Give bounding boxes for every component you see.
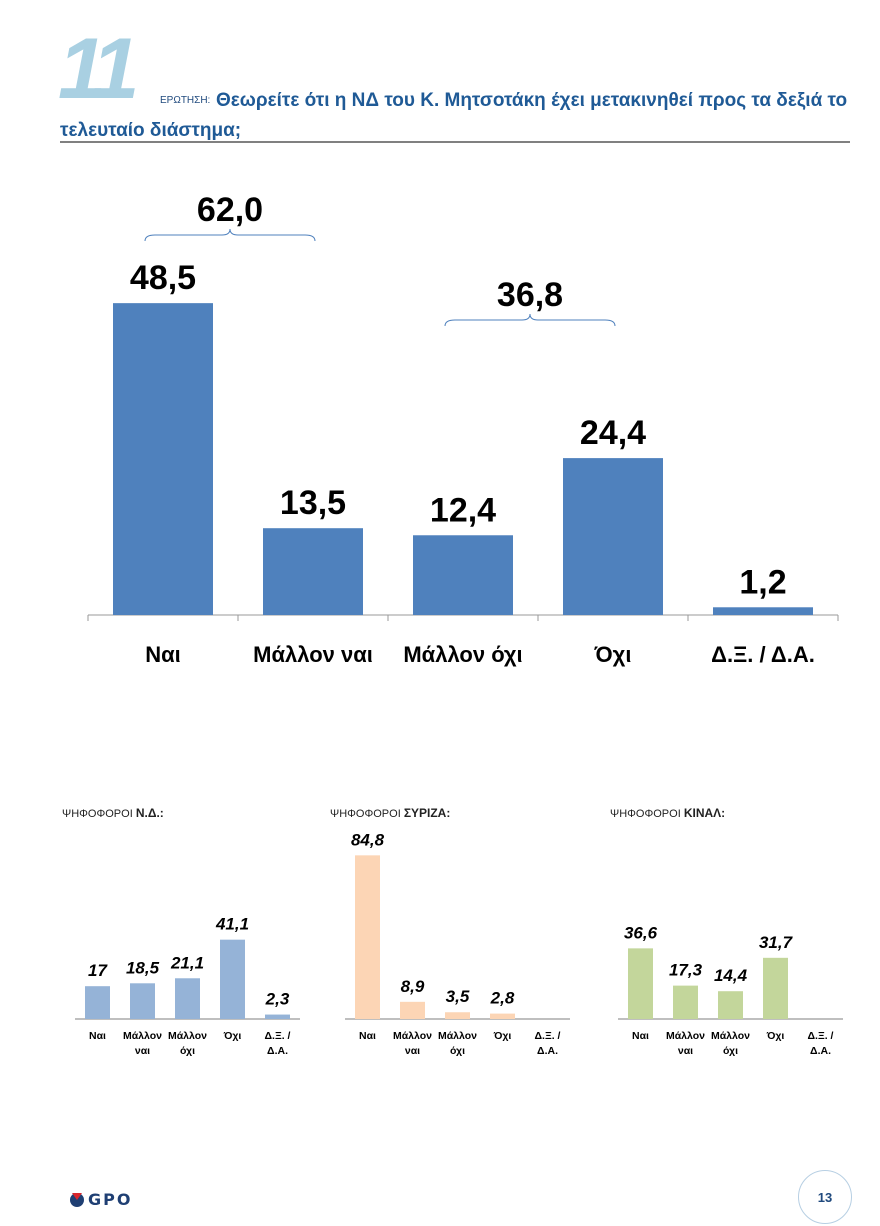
- bar: [265, 1014, 290, 1019]
- group-total-label: 62,0: [197, 191, 263, 229]
- data-label: 21,1: [170, 953, 204, 972]
- data-label: 14,4: [714, 966, 748, 985]
- title-prefix: ΨΗΦΟΦΟΡΟΙ: [62, 808, 133, 820]
- data-label: 41,1: [215, 915, 249, 934]
- data-label: 1,2: [739, 563, 786, 601]
- bar: [220, 939, 245, 1019]
- category-label: Μάλλον όχι: [403, 642, 522, 667]
- logo-text: GPO: [88, 1190, 133, 1209]
- logo-mark-icon: [70, 1192, 84, 1207]
- bar: [628, 948, 653, 1019]
- bar: [563, 458, 663, 615]
- bar: [763, 957, 788, 1019]
- data-label: 24,4: [580, 414, 646, 452]
- question-text: Θεωρείτε ότι η ΝΔ του Κ. Μητσοτάκη έχει …: [60, 90, 848, 141]
- category-label: Δ.Ξ. / Δ.Α.: [711, 642, 815, 667]
- category-label-line: Μάλλον: [168, 1030, 207, 1042]
- data-label: 31,7: [759, 933, 794, 952]
- data-label: 13,5: [280, 484, 346, 522]
- category-label-line: Δ.Ξ. /: [808, 1030, 834, 1042]
- group-brace: [144, 228, 316, 242]
- page-number: 13: [798, 1170, 852, 1224]
- category-label-line: Μάλλον: [711, 1030, 750, 1042]
- category-label-line: Όχι: [223, 1030, 242, 1042]
- category-label-line: Δ.Ξ. /: [265, 1030, 291, 1042]
- bar: [355, 855, 380, 1019]
- question-label: ΕΡΩΤΗΣΗ:: [160, 95, 211, 106]
- category-label-line: Δ.Ξ. /: [535, 1030, 561, 1042]
- title-prefix: ΨΗΦΟΦΟΡΟΙ: [330, 808, 401, 820]
- data-label: 84,8: [351, 830, 385, 849]
- bar: [263, 528, 363, 615]
- bar: [400, 1001, 425, 1019]
- category-label-line: Μάλλον: [666, 1030, 705, 1042]
- data-label: 3,5: [446, 987, 470, 1006]
- category-label: Ναι: [145, 642, 181, 667]
- category-label-line: Ναι: [632, 1030, 649, 1042]
- category-label-line: Μάλλον: [393, 1030, 432, 1042]
- group-brace: [444, 313, 616, 327]
- category-label-line: Ναι: [89, 1030, 106, 1042]
- bar: [713, 607, 813, 615]
- syriza-chart-title: ΨΗΦΟΦΟΡΟΙ ΣΥΡΙΖΑ:: [330, 806, 450, 820]
- bar: [445, 1012, 470, 1019]
- title-prefix: ΨΗΦΟΦΟΡΟΙ: [610, 808, 681, 820]
- data-label: 12,4: [430, 491, 496, 529]
- header-divider: [60, 141, 850, 143]
- data-label: 2,8: [490, 989, 515, 1008]
- data-label: 18,5: [126, 958, 160, 977]
- category-label-line: Όχι: [766, 1030, 785, 1042]
- bar: [175, 978, 200, 1019]
- category-label-line: όχι: [723, 1045, 738, 1057]
- data-label: 17,3: [669, 961, 703, 980]
- category-label-line: Δ.Α.: [810, 1045, 831, 1057]
- category-label-line: Όχι: [493, 1030, 512, 1042]
- nd-chart-title: ΨΗΦΟΦΟΡΟΙ Ν.Δ.:: [62, 806, 164, 820]
- bar: [413, 535, 513, 615]
- title-party: ΚΙΝΑΛ:: [683, 806, 726, 820]
- category-label-line: όχι: [180, 1045, 195, 1057]
- group-total-label: 36,8: [497, 276, 563, 314]
- title-party: ΣΥΡΙΖΑ:: [403, 806, 451, 820]
- title-party: Ν.Δ.:: [135, 806, 164, 820]
- category-label-line: Δ.Α.: [537, 1045, 558, 1057]
- category-label-line: όχι: [450, 1045, 465, 1057]
- bar: [130, 983, 155, 1019]
- bar: [673, 985, 698, 1019]
- data-label: 2,3: [265, 990, 290, 1009]
- category-label-line: ναι: [135, 1045, 150, 1057]
- bar: [113, 303, 213, 615]
- data-label: 36,6: [624, 923, 658, 942]
- category-label: Όχι: [594, 642, 632, 667]
- category-label-line: Δ.Α.: [267, 1045, 288, 1057]
- category-label: Μάλλον ναι: [253, 642, 373, 667]
- category-label-line: ναι: [678, 1045, 693, 1057]
- bar: [490, 1013, 515, 1019]
- category-label-line: ναι: [405, 1045, 420, 1057]
- data-label: 17: [88, 961, 108, 980]
- category-label-line: Μάλλον: [123, 1030, 162, 1042]
- kinal-chart-title: ΨΗΦΟΦΟΡΟΙ ΚΙΝΑΛ:: [610, 806, 725, 820]
- question-number: 11: [58, 21, 139, 117]
- gpo-logo: GPO: [70, 1190, 132, 1209]
- bar: [85, 986, 110, 1019]
- category-label-line: Ναι: [359, 1030, 376, 1042]
- data-label: 8,9: [401, 977, 425, 996]
- data-label: 48,5: [130, 259, 196, 297]
- category-label-line: Μάλλον: [438, 1030, 477, 1042]
- bar: [718, 991, 743, 1019]
